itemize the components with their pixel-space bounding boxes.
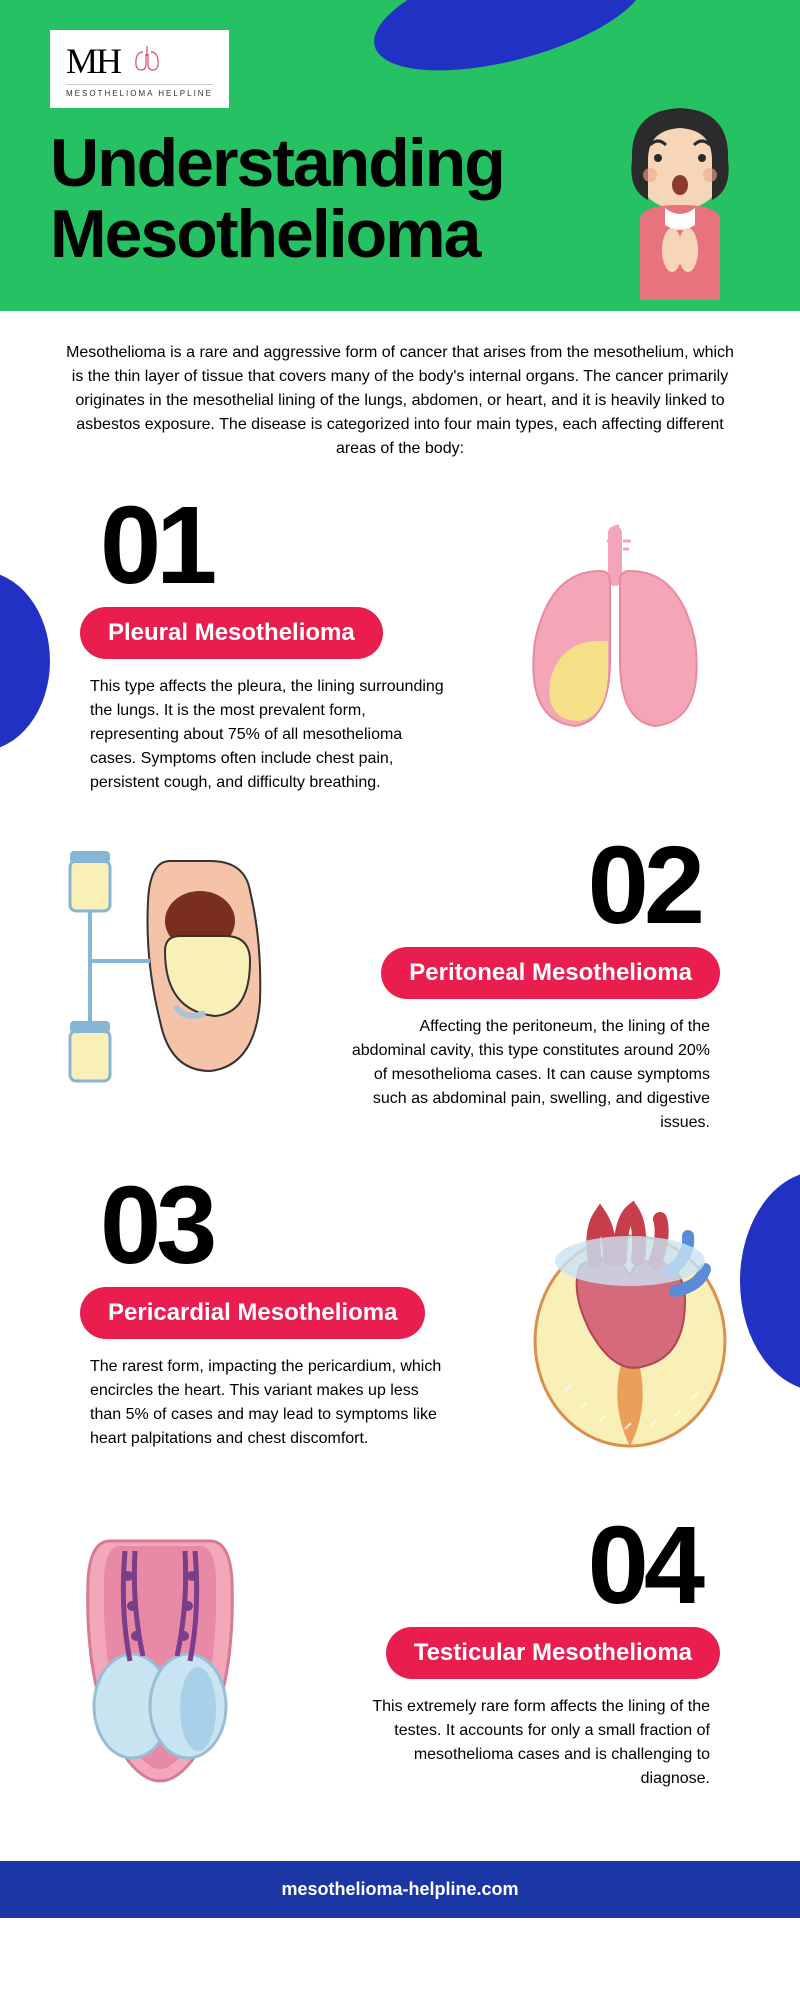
content-area: 01 Pleural Mesothelioma This type affect…	[0, 491, 800, 1831]
blue-blob-decoration	[362, 0, 658, 95]
lungs-icon	[130, 42, 164, 81]
blue-blob-decoration	[0, 571, 50, 751]
section-description: This extremely rare form affects the lin…	[350, 1695, 710, 1791]
section-description: Affecting the peritoneum, the lining of …	[350, 1015, 710, 1135]
logo-subtitle: MESOTHELIOMA HELPLINE	[66, 84, 213, 98]
logo: MH MESOTHELIOMA HELPLINE	[50, 30, 229, 108]
intro-paragraph: Mesothelioma is a rare and aggressive fo…	[0, 311, 800, 471]
heart-illustration	[520, 1191, 740, 1456]
section-pericardial: 03 Pericardial Mesothelioma The rarest f…	[50, 1171, 750, 1491]
person-illustration	[600, 90, 760, 305]
footer-url: mesothelioma-helpline.com	[0, 1861, 800, 1918]
section-title-pill: Pericardial Mesothelioma	[80, 1287, 425, 1339]
section-title-pill: Testicular Mesothelioma	[386, 1627, 720, 1679]
section-peritoneal: 02 Peritoneal Mesothelioma Affecting the…	[50, 831, 750, 1151]
section-testicular: 04 Testicular Mesothelioma This extremel…	[50, 1511, 750, 1831]
section-description: This type affects the pleura, the lining…	[90, 675, 450, 795]
testes-illustration	[50, 1531, 270, 1796]
section-description: The rarest form, impacting the pericardi…	[90, 1355, 450, 1451]
lungs-illustration	[500, 521, 730, 756]
section-pleural: 01 Pleural Mesothelioma This type affect…	[50, 491, 750, 811]
abdomen-illustration	[50, 841, 290, 1106]
header-banner: MH MESOTHELIOMA HELPLINE Understanding M…	[0, 0, 800, 311]
section-title-pill: Peritoneal Mesothelioma	[381, 947, 720, 999]
logo-initials: MH	[66, 40, 120, 82]
section-title-pill: Pleural Mesothelioma	[80, 607, 383, 659]
